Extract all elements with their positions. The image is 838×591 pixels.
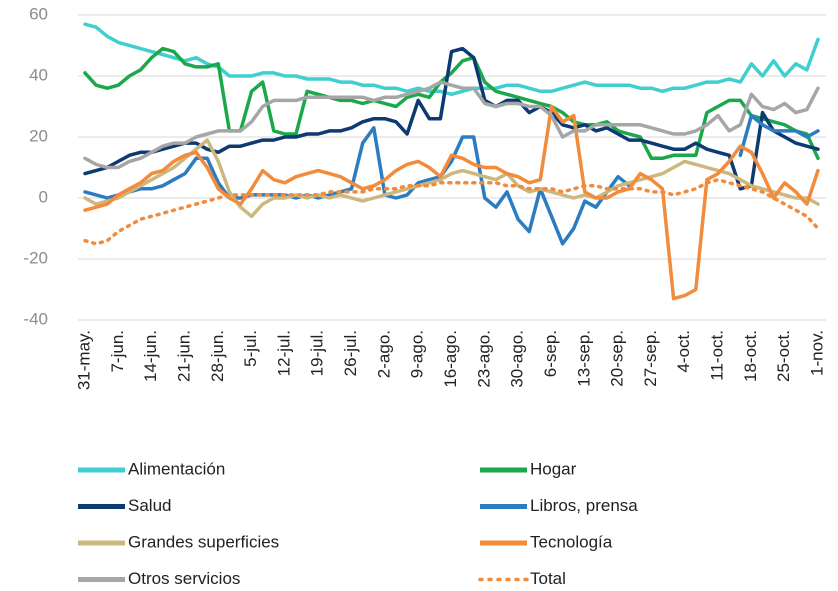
x-tick-label: 7-jun.: [108, 330, 127, 373]
x-tick-label: 31-may.: [74, 330, 93, 390]
legend-label: Total: [530, 569, 566, 588]
x-tick-label: 1-nov.: [807, 330, 826, 376]
legend-label: Otros servicios: [128, 569, 240, 588]
series-line: [83, 113, 820, 246]
legend-label: Hogar: [530, 459, 577, 478]
x-tick-label: 26-jul.: [341, 330, 360, 376]
x-tick-label: 23-ago.: [474, 330, 493, 388]
x-tick-label: 11-oct.: [708, 330, 727, 381]
x-tick-label: 27-sep.: [641, 330, 660, 387]
x-tick-label: 9-ago.: [408, 330, 427, 378]
y-tick-label: 0: [39, 187, 48, 206]
x-tick-label: 21-jun.: [174, 330, 193, 382]
x-tick-label: 16-ago.: [441, 330, 460, 388]
y-tick-label: 40: [29, 65, 48, 84]
series-line: [83, 177, 820, 246]
series-line: [83, 46, 820, 161]
x-tick-label: 4-oct.: [674, 330, 693, 373]
x-tick-label: 19-jul.: [308, 330, 327, 376]
x-tick-label: 28-jun.: [208, 330, 227, 382]
series-line: [83, 138, 820, 219]
x-tick-label: 12-jul.: [274, 330, 293, 376]
legend-label: Salud: [128, 496, 171, 515]
legend-label: Libros, prensa: [530, 496, 638, 515]
x-tick-label: 20-sep.: [608, 330, 627, 387]
series-line: [83, 46, 820, 191]
series-line: [83, 22, 820, 97]
x-tick-label: 14-jun.: [141, 330, 160, 382]
x-tick-label: 13-sep.: [574, 330, 593, 387]
y-tick-label: -20: [23, 248, 48, 267]
series-line: [83, 80, 820, 170]
y-tick-label: 60: [29, 4, 48, 23]
x-tick-label: 6-sep.: [541, 330, 560, 377]
y-tick-label: -40: [23, 309, 48, 328]
series-line: [83, 104, 820, 301]
legend-label: Tecnología: [530, 532, 613, 551]
x-tick-label: 2-ago.: [374, 330, 393, 378]
legend-label: Alimentación: [128, 459, 225, 478]
legend-label: Grandes superficies: [128, 532, 279, 551]
y-tick-label: 20: [29, 126, 48, 145]
x-tick-label: 18-oct.: [741, 330, 760, 382]
x-tick-label: 30-ago.: [508, 330, 527, 388]
x-tick-label: 5-jul.: [241, 330, 260, 367]
x-tick-label: 25-oct.: [774, 330, 793, 382]
